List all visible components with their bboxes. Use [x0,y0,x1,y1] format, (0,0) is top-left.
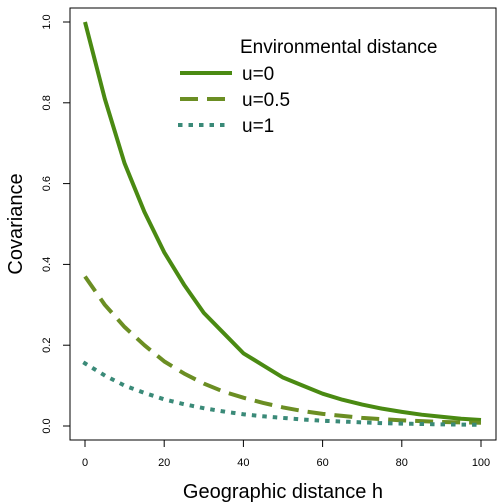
y-axis-title: Covariance [5,173,27,274]
y-tick-label: 0.4 [41,257,53,272]
legend: Environmental distance u=0 u=0.5 u=1 [178,37,438,137]
x-tick-label: 20 [158,457,170,469]
legend-title: Environmental distance [240,37,438,58]
y-tick-label: 0.6 [41,176,53,191]
x-tick-label: 40 [237,457,249,469]
x-tick-label: 0 [82,457,88,469]
y-tick-label: 0.2 [41,338,53,353]
y-tick-label: 1.0 [41,14,53,29]
x-axis-title: Geographic distance h [183,481,383,503]
legend-label: u=0.5 [242,90,290,111]
x-tick-label: 80 [396,457,408,469]
series-line-u-1 [82,360,484,427]
x-axis: 0 20 40 60 80 100 [82,439,490,469]
y-tick-label: 0.8 [41,95,53,110]
legend-label: u=1 [242,116,274,137]
y-axis: 0.0 0.2 0.4 0.6 0.8 1.0 [41,14,71,434]
y-tick-label: 0.0 [41,418,53,433]
x-tick-label: 60 [316,457,328,469]
x-tick-label: 100 [472,457,490,469]
legend-label: u=0 [242,64,274,85]
series-line-u-0-5 [83,275,482,425]
series-layer [82,21,484,427]
series-line-u-0 [83,21,482,422]
